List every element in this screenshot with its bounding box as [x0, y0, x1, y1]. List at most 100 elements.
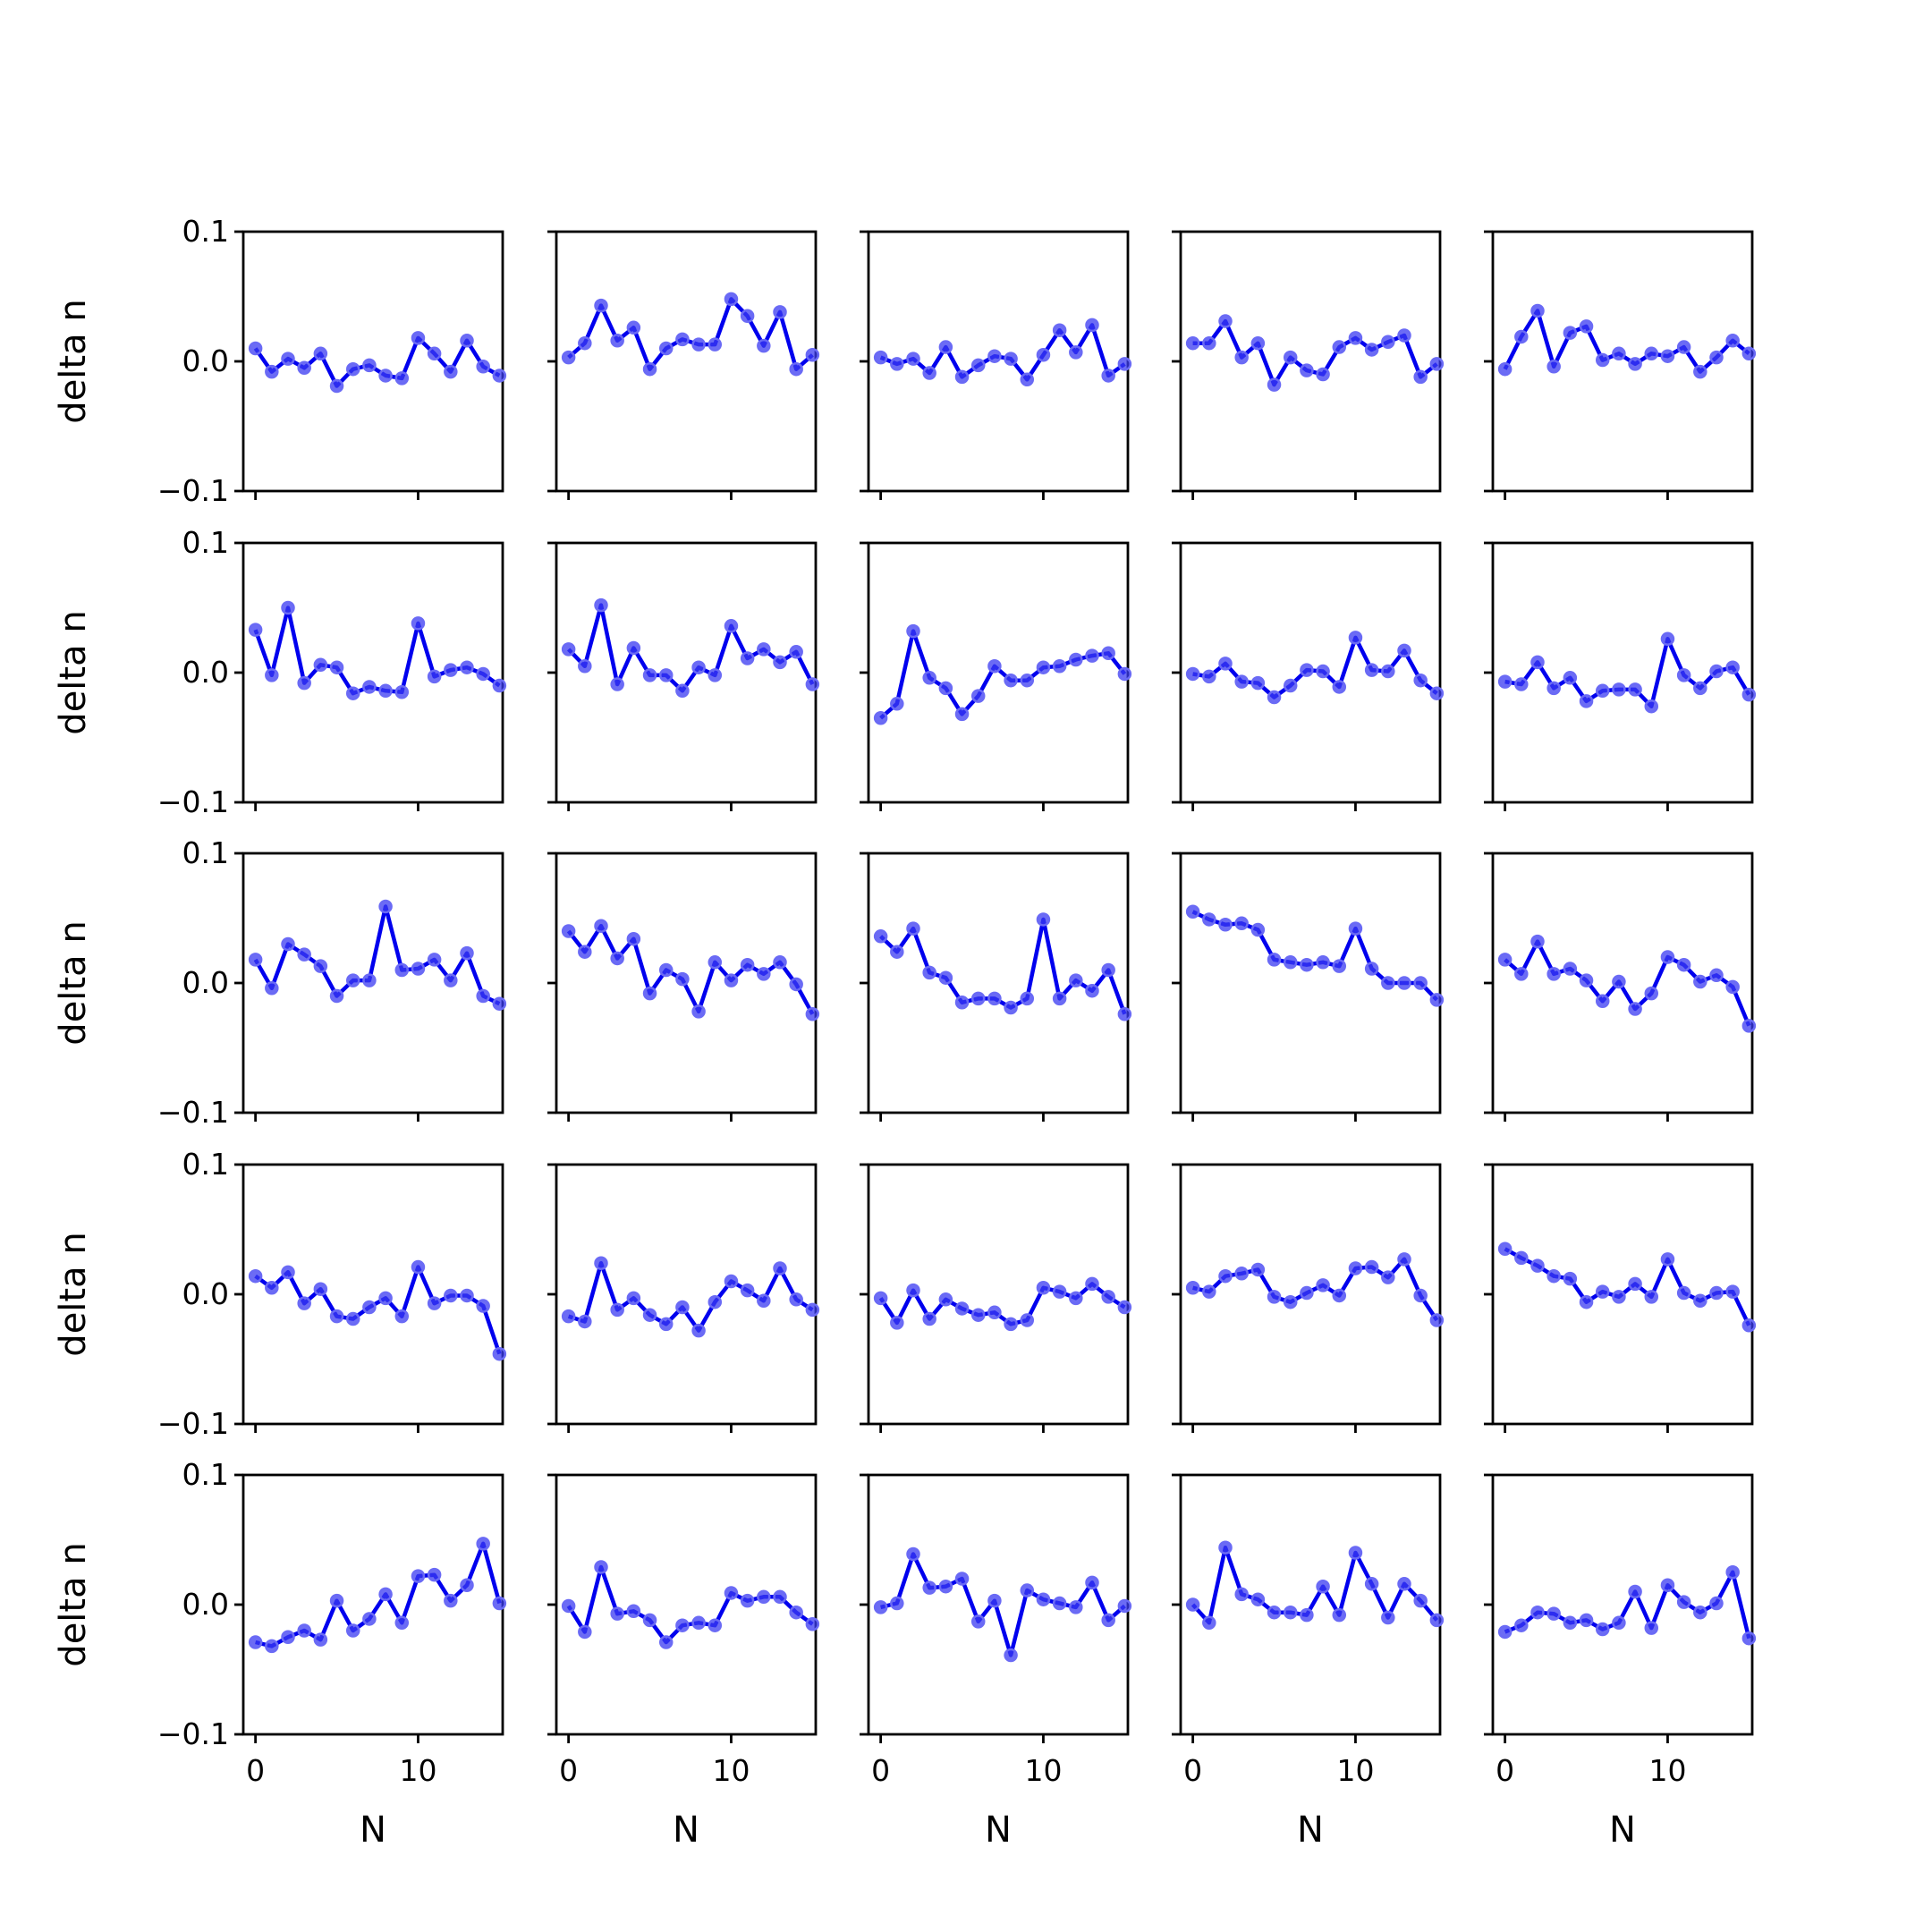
data-point [610, 677, 624, 691]
data-point [1514, 329, 1529, 344]
data-point [773, 655, 787, 670]
data-point [1413, 369, 1428, 385]
data-point [427, 953, 442, 967]
data-point [594, 298, 608, 313]
data-point [1579, 1613, 1594, 1628]
data-point [578, 335, 592, 351]
data-point [427, 1296, 442, 1310]
data-point [1628, 357, 1642, 371]
data-point [1725, 334, 1740, 348]
data-point [1020, 1583, 1035, 1597]
data-point [394, 962, 410, 978]
data-point [1709, 1285, 1724, 1301]
data-point [281, 600, 295, 615]
data-point [773, 1589, 787, 1605]
data-point [708, 337, 723, 352]
series-line [253, 606, 501, 696]
data-point [1101, 646, 1115, 660]
data-point [1202, 335, 1216, 351]
data-point [561, 1598, 576, 1614]
y-tick-label: 0.0 [182, 1587, 229, 1622]
data-point [1085, 1276, 1099, 1292]
axes-frame [1179, 230, 1442, 493]
data-point [1218, 657, 1233, 671]
data-point [1612, 682, 1626, 697]
data-point [394, 1309, 410, 1324]
data-point [1234, 916, 1249, 931]
data-point [1250, 922, 1266, 937]
data-point [789, 1292, 803, 1307]
y-axis-label: delta n [53, 1542, 94, 1666]
series-line [566, 923, 815, 1015]
data-point [1429, 686, 1445, 700]
data-point [1300, 1607, 1314, 1623]
data-point [1316, 955, 1330, 970]
data-point [1234, 674, 1249, 689]
panel-r1-c4 [1484, 541, 1757, 811]
data-point [1300, 363, 1314, 377]
data-point [987, 1593, 1002, 1608]
data-point [1725, 1284, 1740, 1299]
data-point [1546, 681, 1561, 696]
y-tick-label: −0.1 [157, 1716, 229, 1751]
panel-r1-c1 [547, 541, 820, 811]
series-line [1503, 309, 1750, 374]
data-point [1117, 1300, 1132, 1315]
data-point [1267, 377, 1282, 392]
data-point [1316, 1278, 1330, 1292]
data-point [1036, 1592, 1051, 1606]
data-point [362, 680, 377, 694]
data-point [724, 1586, 739, 1600]
axes-frame [867, 541, 1130, 804]
data-point [1660, 631, 1675, 647]
data-point [789, 645, 803, 659]
data-point [411, 1259, 426, 1275]
data-point [1218, 1540, 1233, 1555]
data-point [460, 945, 474, 961]
data-point [642, 1308, 657, 1322]
data-point [476, 360, 490, 374]
data-point [1267, 690, 1282, 705]
data-point [1117, 1598, 1132, 1614]
series-line [1192, 1257, 1439, 1322]
data-point [1497, 674, 1513, 689]
data-point [1530, 1605, 1545, 1620]
data-point [1612, 1615, 1626, 1631]
data-point [805, 348, 820, 362]
data-point [1364, 1577, 1379, 1591]
data-point [378, 369, 393, 383]
data-point [1101, 369, 1115, 383]
axes-frame [555, 541, 818, 804]
data-point [1497, 1241, 1513, 1256]
data-point [1660, 349, 1675, 363]
data-point [1004, 1000, 1018, 1015]
data-point [1381, 1270, 1395, 1284]
data-point [281, 1265, 295, 1280]
series-line [1504, 1570, 1751, 1640]
data-point [873, 1600, 888, 1614]
data-point [1020, 1313, 1035, 1327]
data-point [938, 1292, 953, 1307]
data-point [922, 1580, 936, 1595]
data-point [1530, 934, 1545, 949]
panel-r1-c3 [1172, 541, 1445, 811]
series-line [253, 904, 501, 1006]
data-point [444, 663, 458, 677]
axes-frame [555, 230, 818, 493]
data-point [362, 973, 377, 987]
data-point [281, 1630, 295, 1644]
data-point [1514, 967, 1529, 981]
data-point [1101, 962, 1115, 978]
data-point [297, 1296, 311, 1310]
data-point [1316, 367, 1330, 382]
x-tick-label: 10 [399, 1753, 436, 1788]
data-point [1563, 1615, 1578, 1631]
data-point [1546, 967, 1561, 981]
data-point [248, 623, 263, 637]
data-point [626, 1291, 641, 1306]
data-point [444, 1593, 458, 1608]
data-point [1676, 340, 1691, 354]
data-point [1283, 350, 1298, 365]
data-point [757, 967, 771, 981]
